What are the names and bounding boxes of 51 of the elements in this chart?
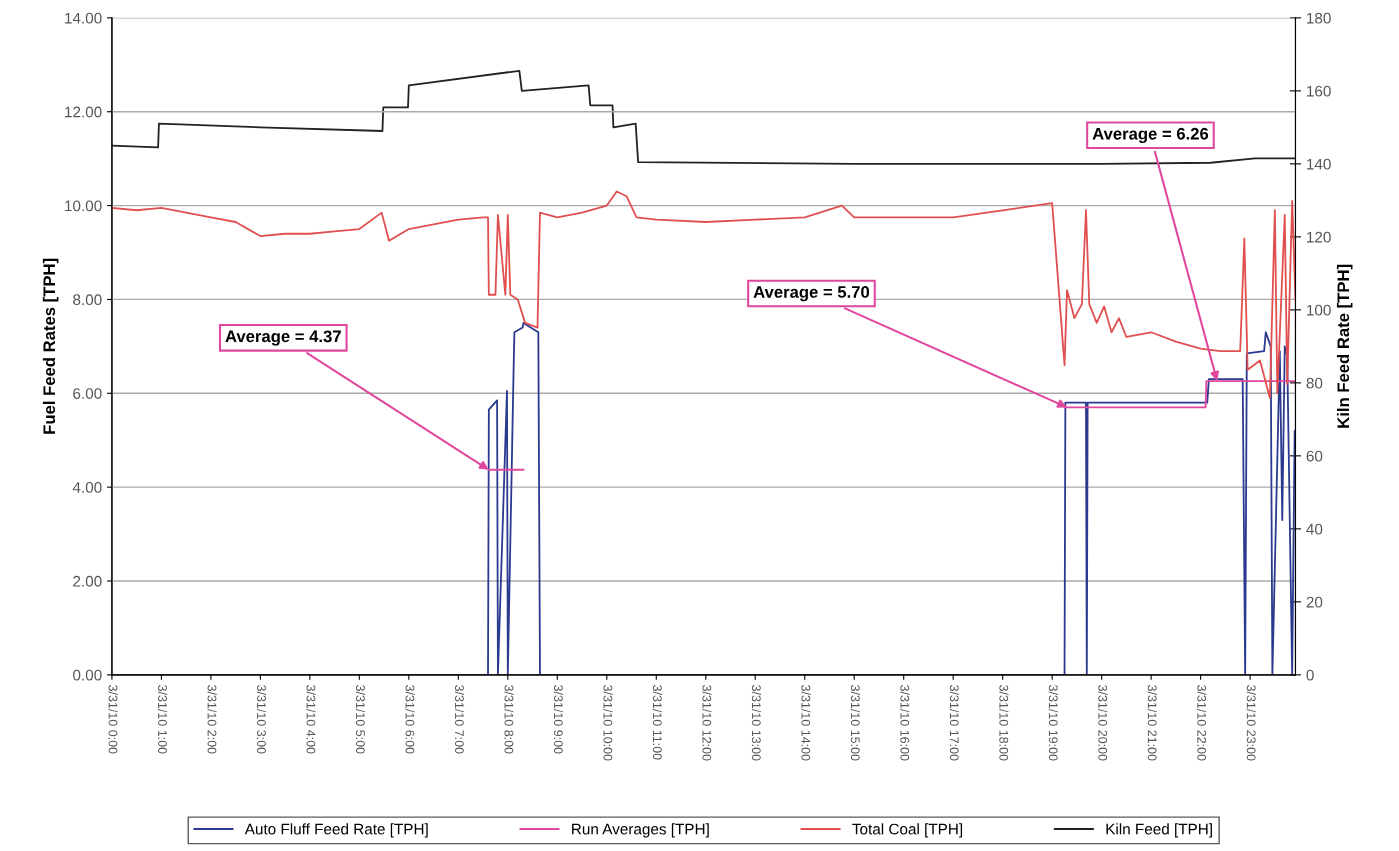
x-tick-label: 3/31/10 9:00 — [553, 685, 564, 754]
legend-label: Run Averages [TPH] — [572, 823, 709, 838]
y2-axis-title: Kiln Feed Rate [TPH] — [1336, 264, 1353, 428]
x-tick-label: 3/31/10 21:00 — [1147, 685, 1157, 761]
x-tick-label: 3/31/10 16:00 — [900, 685, 910, 761]
x-tick-label: 3/31/10 3:00 — [257, 685, 267, 754]
y2-tick-label: 0 — [1306, 669, 1314, 681]
y-tick-label: 10.00 — [65, 200, 102, 212]
y2-tick-label: 180 — [1307, 12, 1331, 24]
annotation: Average = 6.26 — [1092, 127, 1209, 144]
x-tick-label: 3/31/10 6:00 — [405, 685, 415, 754]
y2-tick-label: 160 — [1307, 85, 1331, 97]
x-tick-label: 3/31/10 13:00 — [751, 685, 762, 761]
x-tick-label: 3/31/10 19:00 — [1048, 685, 1058, 761]
y-tick-label: 0.00 — [73, 669, 102, 681]
x-tick-label: 3/31/10 14:00 — [801, 685, 811, 761]
legend-label: Kiln Feed [TPH] — [1106, 823, 1212, 838]
y2-tick-label: 100 — [1307, 304, 1331, 316]
y2-tick-label: 120 — [1307, 231, 1331, 243]
x-tick-label: 3/31/10 18:00 — [999, 685, 1009, 761]
x-tick-label: 3/31/10 0:00 — [108, 685, 118, 754]
annotation: Average = 5.70 — [753, 286, 870, 302]
y-tick-label: 8.00 — [73, 294, 102, 306]
y-axis-title: Fuel Feed Rates [TPH] — [42, 258, 59, 434]
x-tick-label: 3/31/10 5:00 — [356, 685, 366, 754]
x-tick-label: 3/31/10 22:00 — [1197, 685, 1207, 761]
y2-tick-label: 80 — [1306, 377, 1323, 389]
x-tick-label: 3/31/10 20:00 — [1098, 685, 1108, 761]
legend-label: Total Coal [TPH] — [852, 823, 963, 838]
y2-tick-label: 140 — [1307, 158, 1331, 170]
x-tick-label: 3/31/10 10:00 — [603, 685, 613, 761]
x-tick-label: 3/31/10 15:00 — [850, 685, 861, 761]
y-tick-label: 14.00 — [65, 12, 102, 24]
x-tick-label: 3/31/10 11:00 — [652, 685, 663, 760]
y-tick-label: 4.00 — [72, 482, 102, 493]
y-tick-label: 6.00 — [73, 388, 102, 399]
x-tick-label: 3/31/10 12:00 — [702, 685, 712, 761]
y-tick-label: 2.00 — [73, 575, 102, 587]
y-tick-label: 12.00 — [65, 106, 102, 118]
y2-tick-label: 60 — [1306, 450, 1323, 462]
x-tick-label: 3/31/10 8:00 — [504, 685, 514, 754]
x-tick-label: 3/31/10 4:00 — [306, 685, 316, 754]
x-tick-label: 3/31/10 23:00 — [1246, 685, 1256, 761]
x-tick-label: 3/31/10 1:00 — [158, 685, 168, 754]
legend-label: Auto Fluff Feed Rate [TPH] — [244, 823, 428, 838]
x-tick-label: 3/31/10 7:00 — [454, 685, 465, 754]
x-tick-label: 3/31/10 2:00 — [207, 685, 217, 754]
x-tick-label: 3/31/10 17:00 — [949, 685, 960, 761]
annotation: Average = 4.37 — [225, 330, 341, 346]
y2-tick-label: 40 — [1306, 523, 1323, 535]
y2-tick-label: 20 — [1306, 596, 1323, 608]
